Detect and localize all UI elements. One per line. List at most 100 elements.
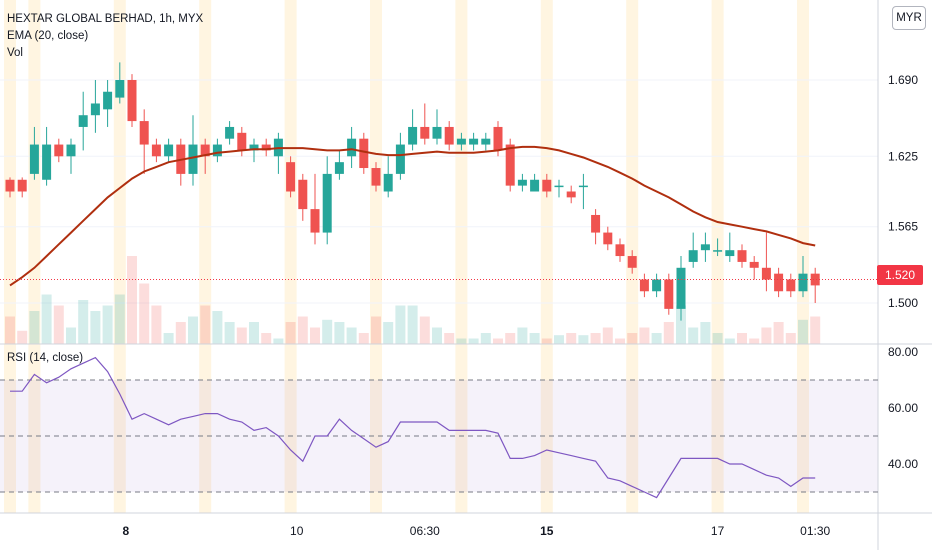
candle-body: [530, 179, 540, 192]
rsi-line: [10, 356, 816, 499]
vol-legend-label[interactable]: Vol: [7, 47, 23, 59]
volume-bar: [639, 327, 650, 344]
volume-bar: [578, 335, 589, 344]
session-highlight: [370, 0, 382, 513]
candle-body: [237, 132, 247, 151]
candle-body: [713, 250, 723, 252]
volume-bar: [114, 294, 125, 344]
candle-body: [688, 250, 698, 262]
last-price-tag: 1.520: [877, 265, 923, 285]
volume-bar: [102, 305, 113, 344]
candle-body: [493, 126, 503, 151]
candle-body: [798, 273, 808, 292]
price-tick-label: 1.690: [888, 73, 918, 87]
volume-bar: [785, 333, 796, 344]
volume-bar: [761, 327, 772, 344]
volume-bar: [651, 333, 662, 344]
candle-body: [505, 144, 515, 186]
candle-body: [566, 191, 576, 198]
session-highlight: [113, 0, 126, 513]
candle-body: [212, 144, 222, 157]
session-highlight: [711, 0, 724, 513]
volume-bar: [310, 327, 320, 344]
volume-bar: [724, 338, 735, 344]
session-highlight: [4, 0, 16, 513]
volume-bar: [66, 327, 76, 344]
volume-bar: [554, 335, 564, 344]
candle-body: [664, 279, 674, 309]
volume-bar: [541, 338, 552, 344]
volume-bar: [188, 316, 198, 344]
candle-body: [347, 138, 357, 157]
candle-body: [456, 138, 466, 145]
candle-body: [164, 144, 174, 157]
volume-bar: [249, 322, 259, 344]
candle-body: [774, 273, 784, 292]
volume-bar: [700, 322, 711, 344]
candle-body: [54, 144, 64, 157]
volume-bar: [261, 333, 272, 344]
volume-bar: [407, 305, 418, 344]
ema-legend-label[interactable]: EMA (20, close): [7, 30, 89, 42]
rsi-legend-label[interactable]: RSI (14, close): [7, 352, 84, 364]
candle-body: [603, 232, 613, 245]
candle-body: [17, 179, 27, 192]
ema-line: [9, 145, 816, 287]
volume-bar: [212, 311, 223, 344]
volume-bar: [505, 333, 516, 344]
time-tick-label: 15: [540, 524, 554, 538]
volume-bar: [53, 305, 64, 344]
volume-bar: [529, 333, 540, 344]
volume-bar: [493, 338, 503, 344]
price-tick-label: 1.500: [888, 296, 918, 310]
candle-body: [310, 209, 320, 233]
rsi-band-fill: [0, 380, 878, 492]
candle-body: [737, 250, 747, 262]
candle-body: [639, 279, 649, 292]
volume-bar: [273, 338, 284, 344]
currency-button[interactable]: MYR: [892, 6, 926, 30]
volume-bar: [627, 333, 638, 344]
volume-bar: [517, 327, 528, 344]
time-tick-label: 17: [711, 524, 725, 538]
session-highlight: [455, 0, 468, 513]
session-highlight: [28, 0, 41, 513]
volume-bar: [5, 316, 15, 344]
volume-bar: [224, 322, 235, 344]
volume-bar: [419, 316, 430, 344]
candle-body: [432, 126, 442, 139]
candle-body: [139, 121, 149, 145]
volume-bar: [334, 322, 345, 344]
candle-body: [517, 179, 527, 186]
candle-body: [408, 126, 418, 145]
candle-body: [615, 244, 625, 257]
candle-body: [298, 179, 308, 210]
candle-body: [5, 179, 15, 192]
volume-bar: [90, 311, 101, 344]
candle-body: [78, 115, 88, 127]
session-highlight: [540, 0, 553, 513]
candle-body: [444, 126, 454, 145]
time-tick-label: 8: [123, 524, 130, 538]
candle-body: [725, 250, 735, 257]
candle-body: [810, 273, 820, 286]
symbol-title[interactable]: HEXTAR GLOBAL BERHAD, 1h, MYX: [7, 13, 204, 25]
time-tick-label: 01:30: [800, 524, 830, 538]
volume-bar: [773, 322, 784, 344]
volume-bar: [468, 338, 479, 344]
time-tick-label: 06:30: [410, 524, 440, 538]
volume-bar: [566, 333, 577, 344]
volume-bar: [749, 338, 760, 344]
candle-body: [627, 256, 637, 268]
candle-body: [225, 126, 235, 139]
volume-bar: [297, 316, 308, 344]
candle-body: [188, 144, 198, 174]
rsi-tick-label: 80.00: [888, 345, 918, 359]
candle-body: [127, 80, 137, 122]
candle-body: [151, 144, 161, 157]
volume-bar: [676, 305, 686, 344]
volume-bar: [602, 327, 613, 344]
volume-bar: [456, 338, 467, 344]
candle-body: [286, 162, 296, 192]
